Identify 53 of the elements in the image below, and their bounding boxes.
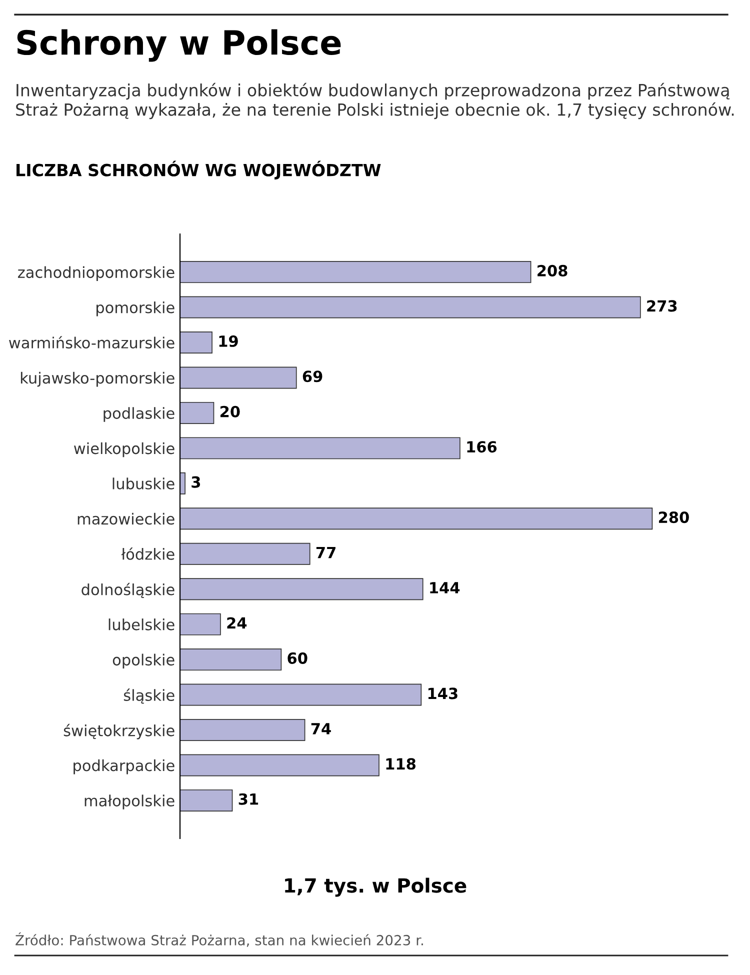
- bar: [180, 578, 424, 600]
- data-label: 166: [467, 441, 497, 453]
- y-tick-label: podkarpackie: [74, 759, 174, 774]
- data-label: 77: [316, 546, 336, 558]
- bar: [180, 613, 221, 636]
- y-tick-label: lubelskie: [108, 618, 174, 630]
- y-tick-label: wielkopolskie: [74, 442, 174, 458]
- y-tick-label: dolnośląskie: [82, 582, 174, 598]
- bar: [180, 296, 641, 318]
- bar: [180, 789, 233, 812]
- data-label: 118: [386, 758, 416, 770]
- data-label: 19: [219, 335, 238, 347]
- bar: [180, 754, 380, 776]
- data-label: 74: [311, 723, 331, 734]
- y-tick-label: zachodniopomorskie: [18, 266, 174, 282]
- y-tick-label: podlaskie: [104, 407, 174, 422]
- data-label: 20: [220, 406, 240, 418]
- chart-subtitle: Inwentaryzacja budynków i obiektów budowlanych przeprowadzona przez Państwową Straż Pożarną wykazała, że na terenie Polski istnieje obecnie ok. 1,7 tysięcy schronów.: [16, 82, 734, 120]
- data-label: 208: [538, 264, 568, 276]
- bar: [180, 261, 532, 284]
- y-tick-label: kujawsko-pomorskie: [20, 372, 174, 387]
- bar: [180, 472, 186, 494]
- bar: [180, 366, 297, 389]
- text: 1,7 tys. w Polsce: [285, 878, 466, 897]
- data-label: 31: [238, 793, 258, 805]
- text: Źródło: Państwowa Straż Pożarna, stan na kwiecień 2023 r.: [16, 932, 423, 947]
- data-label: 60: [288, 652, 308, 664]
- bar: [180, 719, 306, 741]
- y-tick-label: świętokrzyskie: [64, 724, 174, 740]
- bar: [180, 332, 212, 354]
- y-tick-label: warmińsko-mazurskie: [9, 336, 174, 349]
- data-label: 3: [192, 476, 200, 488]
- bar: [180, 648, 282, 671]
- data-label: 273: [647, 300, 677, 312]
- data-label: 24: [227, 617, 247, 629]
- bar: [180, 542, 310, 565]
- data-label: 144: [430, 582, 460, 594]
- data-label: 143: [428, 688, 458, 700]
- y-tick-label: lubuskie: [112, 478, 174, 490]
- chart-title: Schrony w Polsce: [17, 29, 341, 62]
- y-tick-label: śląskie: [124, 688, 174, 704]
- bar: [180, 402, 214, 424]
- bar: [180, 684, 422, 706]
- bar: [180, 437, 460, 460]
- y-tick-label: małopolskie: [84, 794, 174, 810]
- y-tick-label: opolskie: [112, 654, 174, 669]
- bar: [180, 508, 653, 530]
- data-label: 280: [658, 512, 689, 524]
- y-tick-label: mazowieckie: [78, 512, 174, 525]
- y-axis-title: LICZBA SCHRONÓW WG WOJEWÓDZTW: [16, 160, 381, 180]
- data-label: 69: [302, 370, 322, 382]
- y-tick-label: pomorskie: [96, 301, 174, 316]
- y-tick-label: łódzkie: [121, 547, 174, 560]
